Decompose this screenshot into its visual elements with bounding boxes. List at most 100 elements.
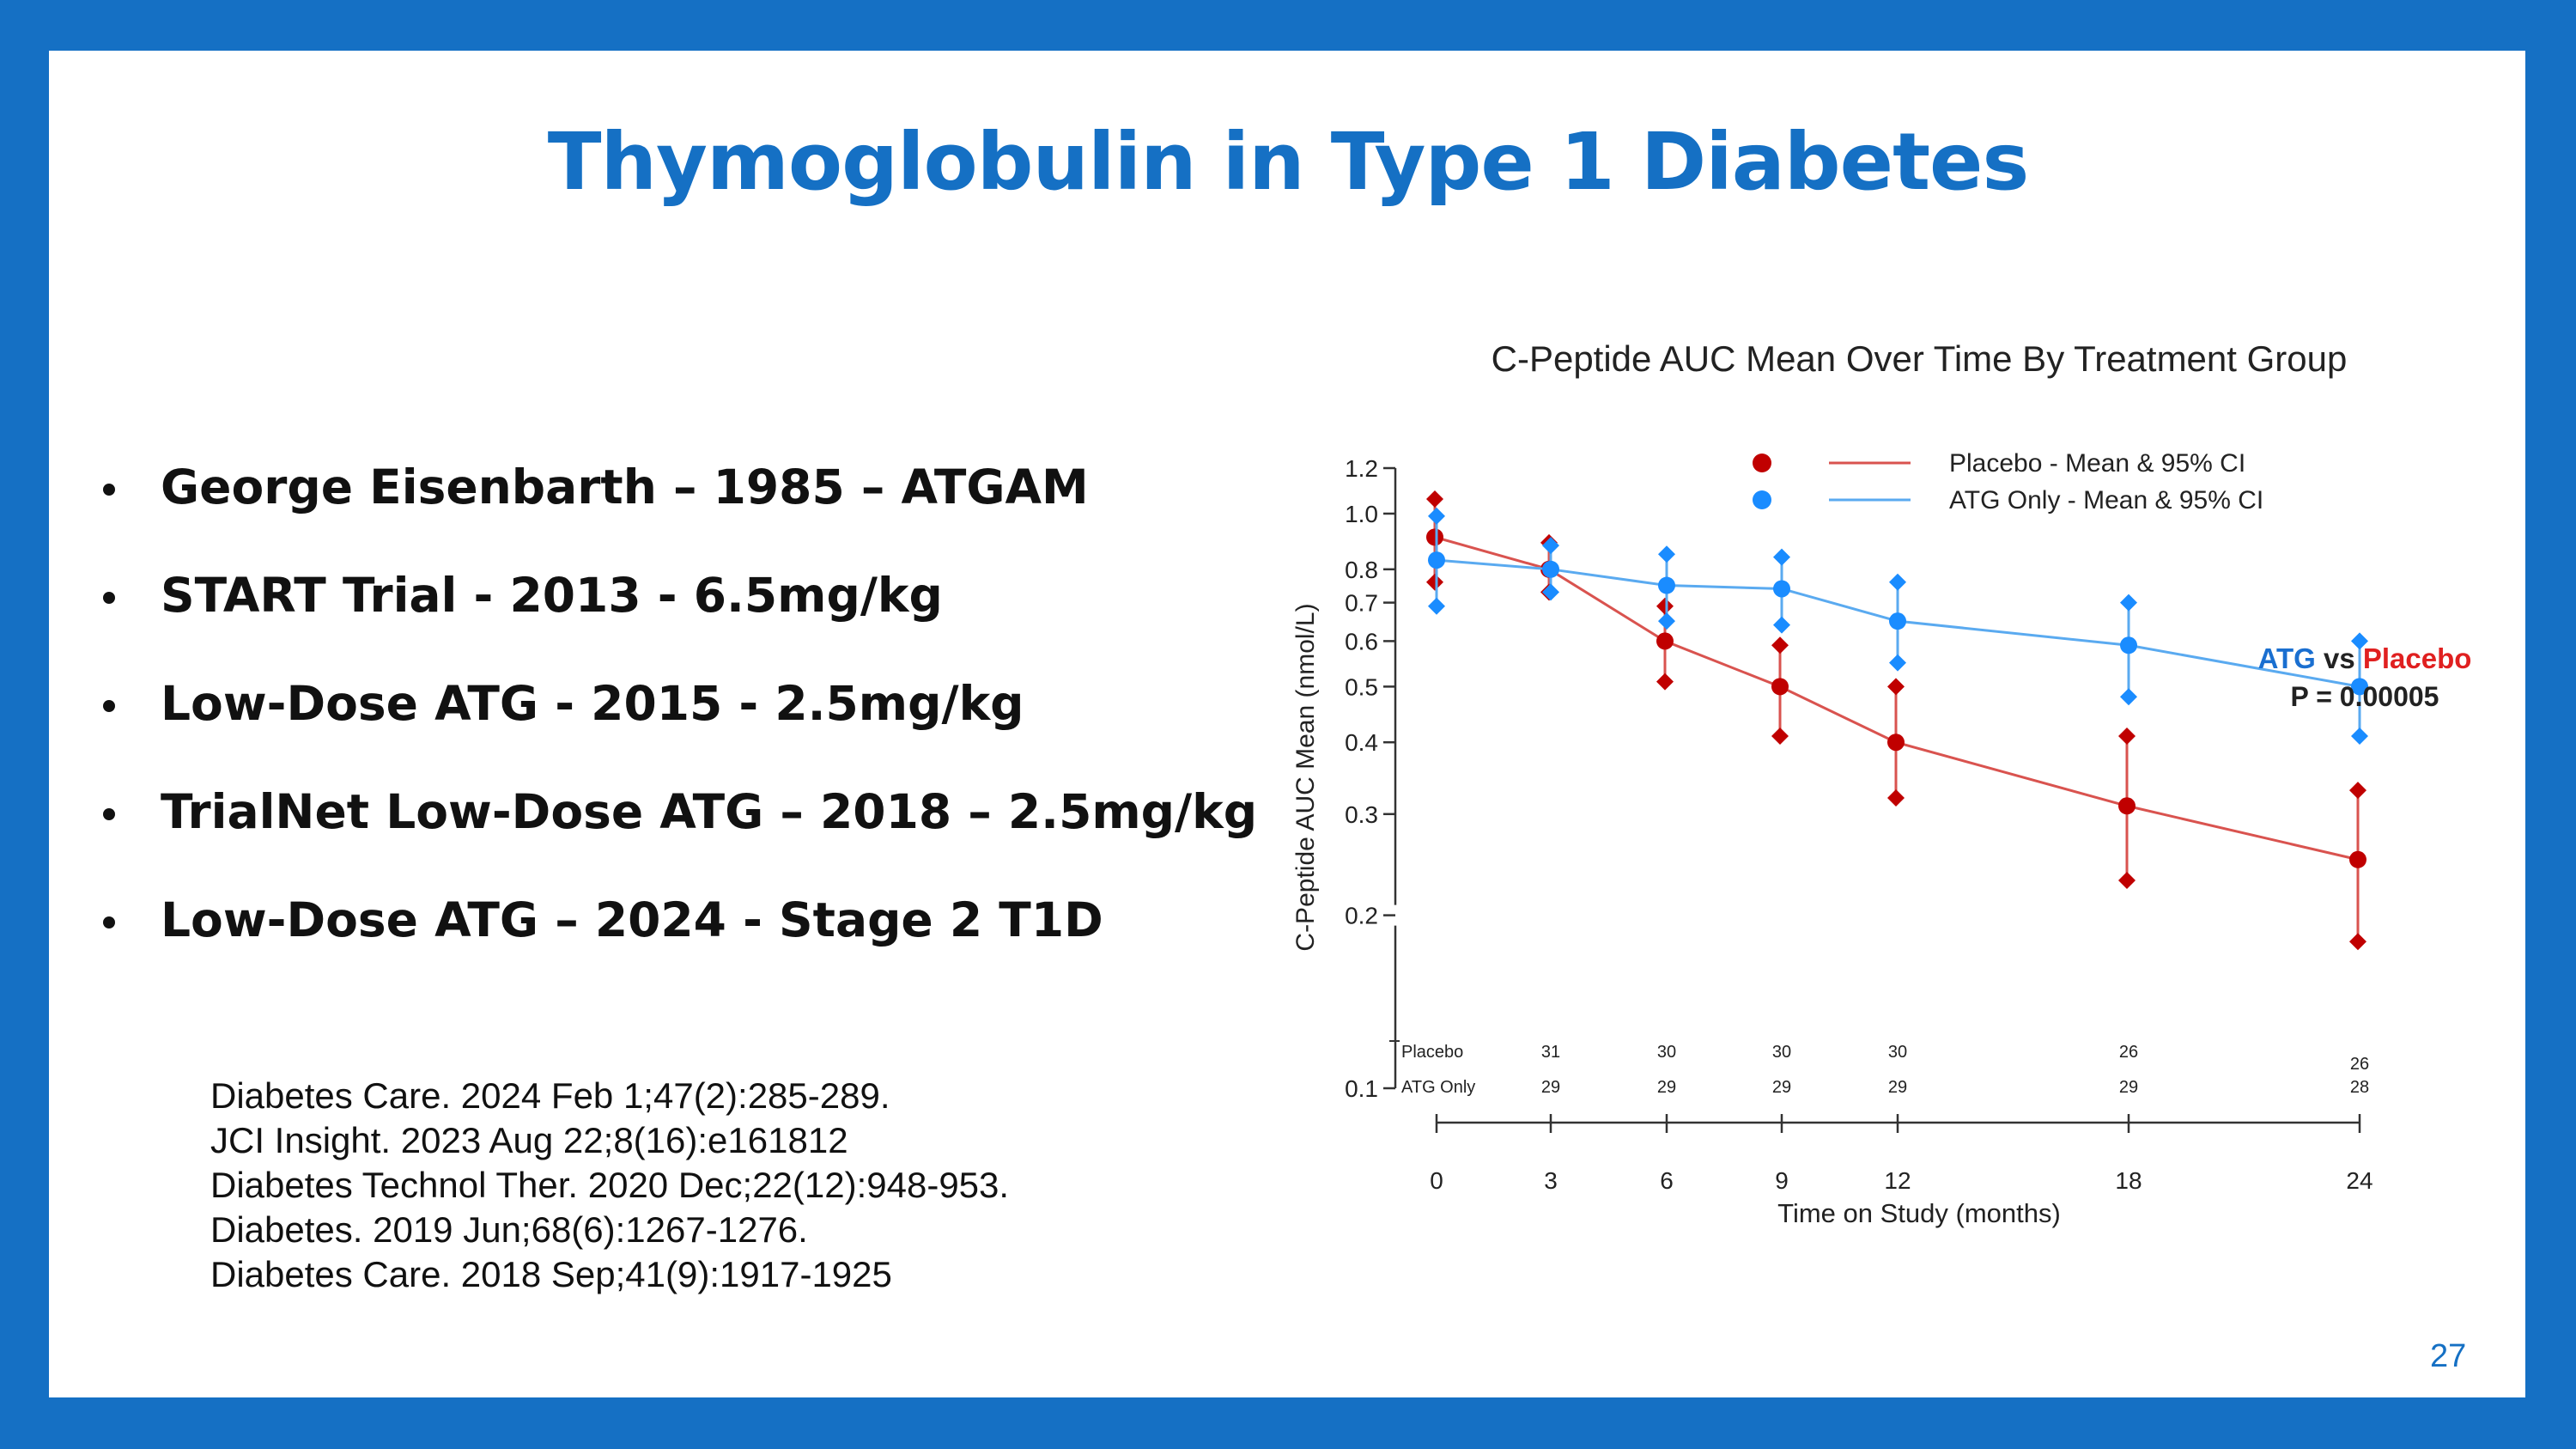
slide-background xyxy=(49,51,2525,1397)
ci-marker xyxy=(1889,573,1906,591)
mean-point xyxy=(1887,734,1905,752)
risk-table-count: 29 xyxy=(1541,1078,1560,1097)
y-tick-label: 0.8 xyxy=(1345,557,1378,583)
ci-marker xyxy=(1426,490,1443,508)
ci-marker xyxy=(1658,545,1675,563)
ci-marker xyxy=(1773,548,1790,566)
x-tick-label: 6 xyxy=(1660,1167,1674,1194)
risk-table-count: 29 xyxy=(1657,1078,1676,1097)
ci-marker xyxy=(1658,612,1675,630)
bullet-dot-icon xyxy=(103,484,115,496)
ci-marker xyxy=(1428,507,1445,525)
risk-table-row-label: Placebo xyxy=(1401,1043,1463,1062)
risk-table-row-label: ATG Only xyxy=(1401,1078,1475,1097)
ci-marker xyxy=(1542,537,1559,555)
bullet-text: START Trial - 2013 - 6.5mg/kg xyxy=(161,568,943,623)
ci-marker xyxy=(2349,782,2366,800)
ci-marker xyxy=(1889,654,1906,672)
chart-title: C-Peptide AUC Mean Over Time By Treatmen… xyxy=(1492,338,2348,379)
y-tick-label: 0.6 xyxy=(1345,628,1378,654)
slide-title: Thymoglobulin in Type 1 Diabetes xyxy=(547,116,2029,208)
ci-marker xyxy=(2349,933,2366,951)
bullet-list: George Eisenbarth – 1985 – ATGAM START T… xyxy=(103,460,1257,1001)
ci-marker xyxy=(2351,728,2368,746)
risk-table-count: 29 xyxy=(1772,1078,1791,1097)
reference-item: Diabetes. 2019 Jun;68(6):1267-1276. xyxy=(210,1209,808,1250)
mean-point xyxy=(2351,678,2368,696)
mean-point xyxy=(1658,576,1675,594)
mean-point xyxy=(2349,850,2366,868)
y-tick-label: 1.0 xyxy=(1345,501,1378,527)
comparison-label: ATG vs Placebo xyxy=(2258,642,2472,674)
x-tick-label: 18 xyxy=(2115,1167,2142,1194)
ci-marker xyxy=(1656,597,1674,615)
bullet-text: Low-Dose ATG – 2024 - Stage 2 T1D xyxy=(161,892,1103,947)
bullet-item: Low-Dose ATG – 2024 - Stage 2 T1D xyxy=(103,892,1257,1001)
risk-table-count: 30 xyxy=(1657,1043,1676,1062)
risk-table-count: 30 xyxy=(1772,1043,1791,1062)
bullet-text: George Eisenbarth – 1985 – ATGAM xyxy=(161,460,1089,514)
x-tick-label: 12 xyxy=(1884,1167,1911,1194)
annotation-atg: ATG xyxy=(2258,642,2324,674)
ci-marker xyxy=(1773,616,1790,634)
risk-table-count: 31 xyxy=(1541,1043,1560,1062)
ci-marker xyxy=(2120,688,2137,706)
ci-marker xyxy=(2118,871,2136,889)
p-value-label: P = 0.00005 xyxy=(2291,681,2439,712)
x-tick-label: 9 xyxy=(1775,1167,1789,1194)
legend-marker xyxy=(1753,490,1771,509)
x-tick-label: 0 xyxy=(1430,1167,1443,1194)
mean-point xyxy=(1771,678,1789,696)
x-tick-label: 3 xyxy=(1544,1167,1558,1194)
risk-table-count: 29 xyxy=(2119,1078,2138,1097)
reference-item: Diabetes Technol Ther. 2020 Dec;22(12):9… xyxy=(210,1165,1010,1205)
annotation-vs: vs xyxy=(2324,642,2363,674)
bullet-text: Low-Dose ATG - 2015 - 2.5mg/kg xyxy=(161,676,1024,731)
ci-marker xyxy=(1428,597,1445,615)
risk-table-count: 26 xyxy=(2119,1043,2138,1062)
mean-point xyxy=(1889,612,1906,630)
ci-marker xyxy=(2120,594,2137,612)
x-tick-label: 24 xyxy=(2346,1167,2372,1194)
y-tick-label: 0.7 xyxy=(1345,590,1378,617)
x-axis-label: Time on Study (months) xyxy=(1777,1198,2061,1228)
bullet-item: Low-Dose ATG - 2015 - 2.5mg/kg xyxy=(103,676,1257,784)
bullet-dot-icon xyxy=(103,916,115,928)
reference-item: Diabetes Care. 2018 Sep;41(9):1917-1925 xyxy=(210,1254,892,1294)
bullet-item: START Trial - 2013 - 6.5mg/kg xyxy=(103,568,1257,676)
risk-table-count: 29 xyxy=(1888,1078,1907,1097)
reference-item: Diabetes Care. 2024 Feb 1;47(2):285-289. xyxy=(210,1075,890,1116)
y-tick-label: 0.2 xyxy=(1345,903,1378,929)
ci-marker xyxy=(1656,673,1674,691)
risk-table-count: 28 xyxy=(2350,1078,2369,1097)
y-tick-label: 0.4 xyxy=(1345,729,1378,756)
legend-marker xyxy=(1753,454,1771,472)
ci-marker xyxy=(1771,636,1789,654)
ci-marker xyxy=(1887,789,1905,807)
risk-table-count: 26 xyxy=(2350,1055,2369,1074)
bullet-item: George Eisenbarth – 1985 – ATGAM xyxy=(103,460,1257,568)
reference-list: Diabetes Care. 2024 Feb 1;47(2):285-289.… xyxy=(210,1074,1009,1297)
mean-point xyxy=(1656,632,1674,650)
mean-point xyxy=(1542,560,1559,578)
ci-marker xyxy=(2118,728,2136,746)
y-axis-label: C-Peptide AUC Mean (nmol/L) xyxy=(1291,603,1320,951)
bullet-item: TrialNet Low-Dose ATG – 2018 – 2.5mg/kg xyxy=(103,784,1257,892)
page-number: 27 xyxy=(2430,1338,2467,1374)
legend-label: Placebo - Mean & 95% CI xyxy=(1949,449,2245,478)
mean-point xyxy=(1428,551,1445,569)
ci-marker xyxy=(1542,583,1559,601)
ci-marker xyxy=(2351,632,2368,650)
mean-point xyxy=(2120,636,2137,654)
y-tick-label: 0.5 xyxy=(1345,673,1378,700)
mean-point xyxy=(2118,797,2136,815)
reference-item: JCI Insight. 2023 Aug 22;8(16):e161812 xyxy=(210,1120,848,1160)
y-tick-label: 0.1 xyxy=(1345,1075,1378,1102)
y-tick-label: 0.3 xyxy=(1345,801,1378,828)
bullet-dot-icon xyxy=(103,592,115,604)
bullet-dot-icon xyxy=(103,808,115,820)
y-tick-label: 1.2 xyxy=(1345,455,1378,482)
ci-marker xyxy=(1887,678,1905,696)
risk-table-count: 30 xyxy=(1888,1043,1907,1062)
